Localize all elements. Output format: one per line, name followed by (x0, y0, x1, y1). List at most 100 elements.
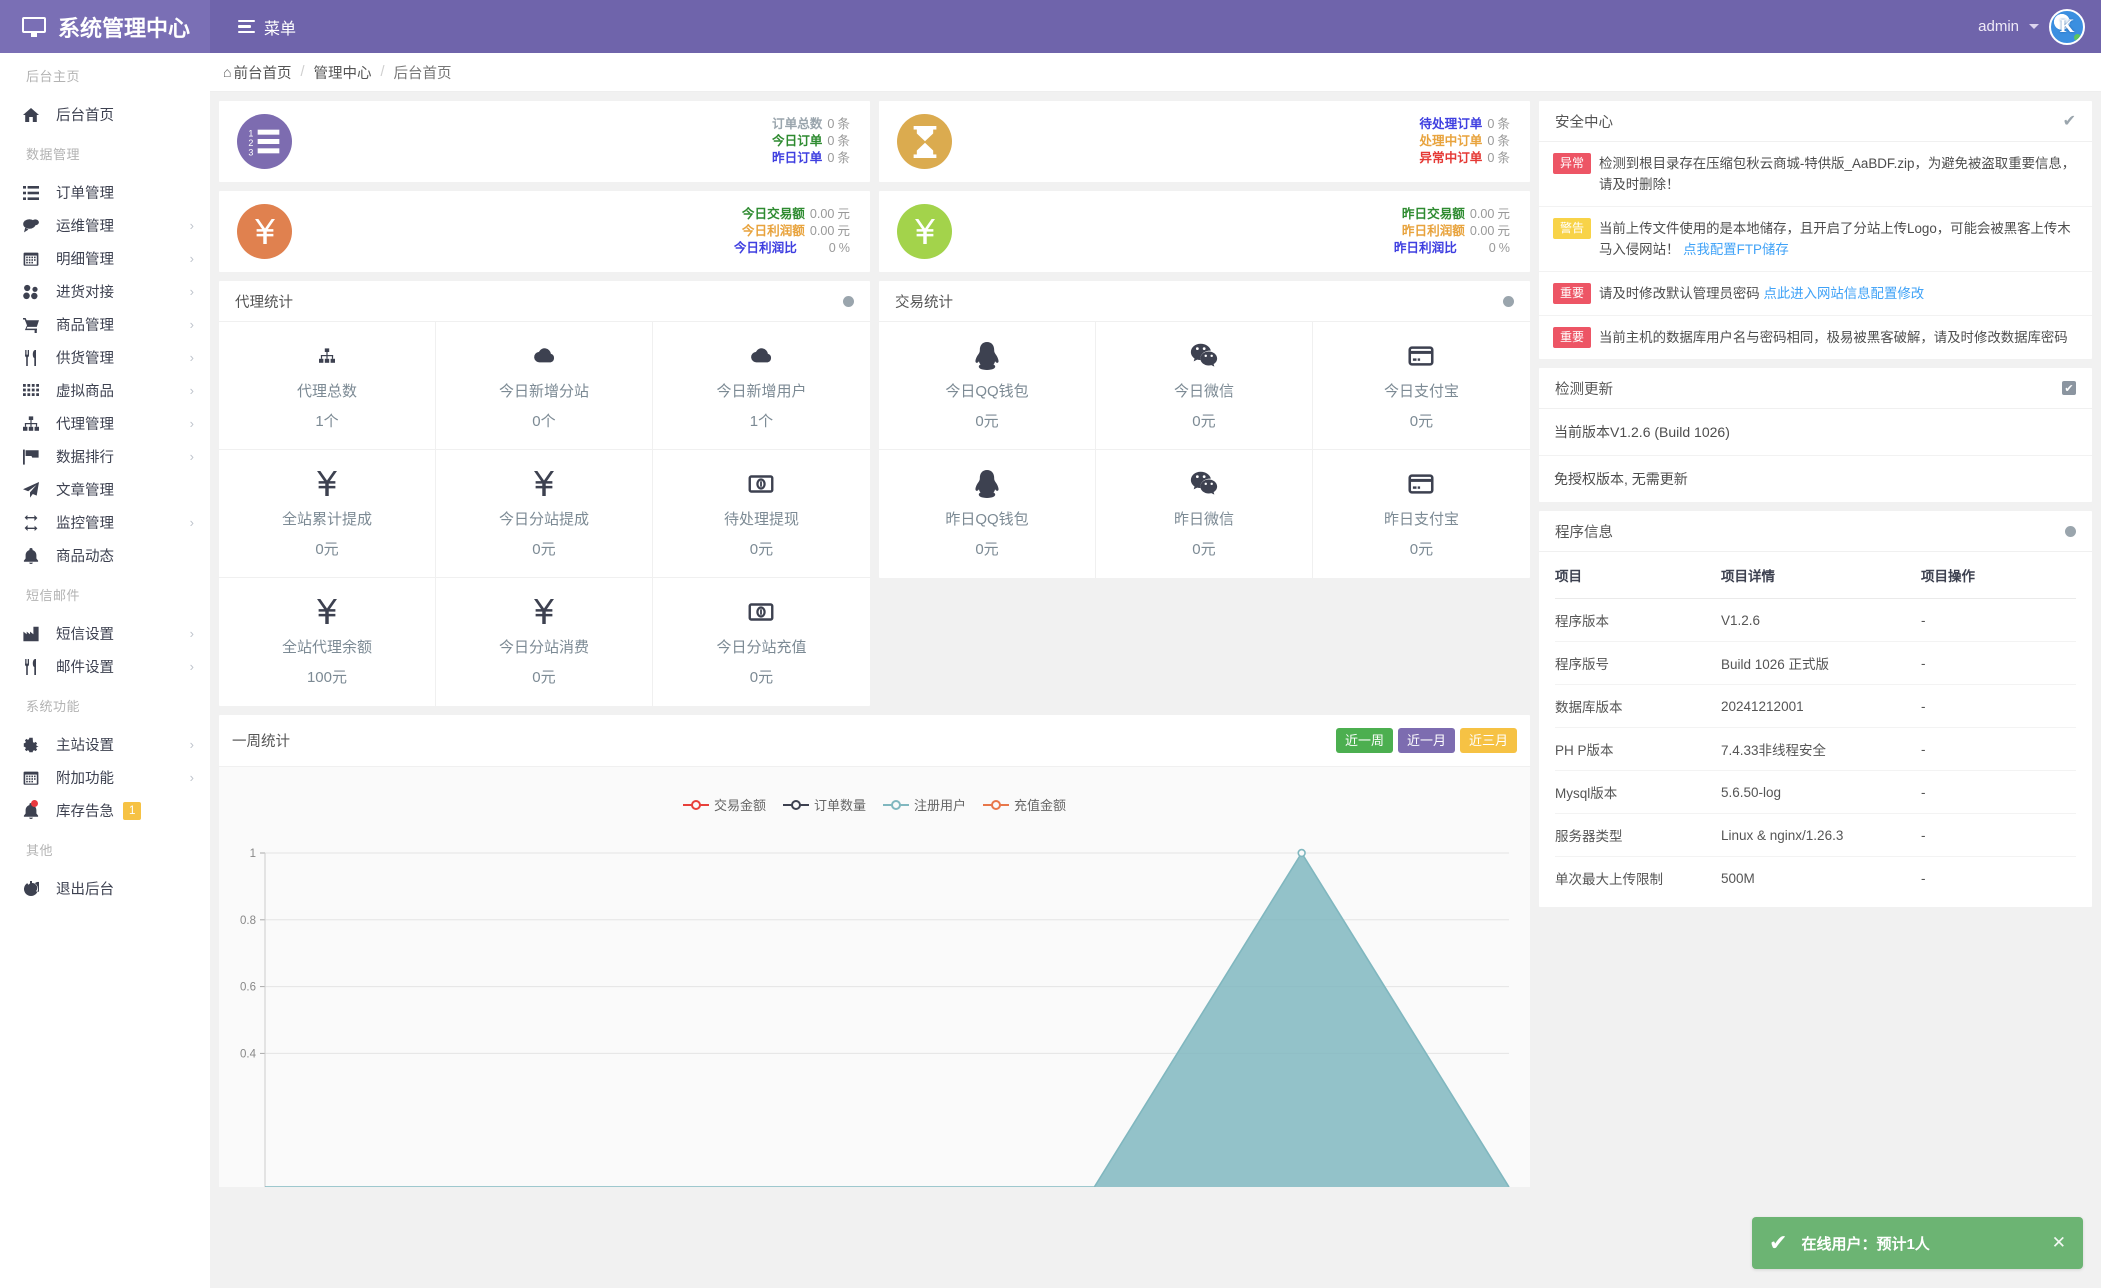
cart-icon (20, 317, 42, 333)
tile-label: 今日QQ钱包 (945, 382, 1029, 400)
sidebar-item-库存告急[interactable]: 库存告急 1 (0, 794, 210, 827)
right-column: 安全中心 ✔ 异常 检测到根目录存在压缩包秋云商城-特供版_AaBDF.zip，为… (1539, 101, 2092, 1196)
sidebar-group-title: 数据管理 (26, 147, 81, 162)
trade-panel-header: 交易统计 (879, 281, 1530, 322)
sidebar-item-进货对接[interactable]: 进货对接 › (0, 275, 210, 308)
tile-label: 昨日微信 (1173, 511, 1234, 528)
sidebar-item-附加功能[interactable]: 附加功能 › (0, 761, 210, 794)
table-cell: 20241212001 (1721, 684, 1921, 728)
tile-value: 0元 (1192, 541, 1216, 558)
table-cell: - (1921, 641, 2076, 685)
calendar-icon (20, 251, 42, 267)
range-button-近三月[interactable]: 近三月 (1459, 728, 1517, 753)
sidebar-item-label: 退出后台 (56, 882, 114, 898)
sidebar-item-label: 库存告急 (56, 804, 114, 820)
stat-line-value: 0 (1487, 151, 1495, 165)
stat-tile: 昨日微信 0元 (1096, 450, 1313, 578)
range-button-近一周[interactable]: 近一周 (1335, 728, 1393, 753)
sidebar-item-虚拟商品[interactable]: 虚拟商品 › (0, 374, 210, 407)
check-box-icon[interactable]: ✔ (2062, 381, 2076, 395)
close-icon[interactable]: ✕ (2051, 1233, 2066, 1252)
stat-card: 1 2 3 订单总数 0 条今日订单 0 条昨日订单 0 条 (219, 101, 870, 182)
table-header-cell: 项目操作 (1921, 552, 2076, 599)
sidebar-item-明细管理[interactable]: 明细管理 › (0, 242, 210, 275)
breadcrumb-separator: / (380, 64, 385, 80)
sidebar-item-邮件设置[interactable]: 邮件设置 › (0, 650, 210, 683)
svg-text:0.4: 0.4 (240, 1048, 257, 1060)
chevron-right-icon: › (189, 659, 194, 674)
security-item-link[interactable]: 点我配置FTP储存 (1683, 242, 1789, 257)
collapse-dot-icon[interactable] (2065, 525, 2076, 537)
stat-line-unit: 条 (1497, 117, 1510, 131)
sidebar-item-文章管理[interactable]: 文章管理 (0, 473, 210, 506)
sidebar-item-代理管理[interactable]: 代理管理 › (0, 407, 210, 440)
table-cell: 数据库版本 (1555, 684, 1721, 728)
chevron-right-icon: › (189, 350, 194, 365)
card-icon (1407, 341, 1435, 371)
sidebar-item-后台首页[interactable]: 后台首页 (0, 98, 210, 131)
tile-value: 0个 (532, 412, 556, 430)
svg-text:0.8: 0.8 (240, 915, 256, 927)
status-badge: 重要 (1553, 327, 1592, 348)
legend-item-充值金额[interactable]: 充值金额 (983, 795, 1066, 814)
chevron-right-icon: › (189, 515, 194, 530)
sidebar-item-label: 虚拟商品 (56, 384, 114, 400)
tile-label: 今日新增分站 (498, 382, 589, 400)
list-icon (20, 185, 42, 201)
sidebar-item-label: 订单管理 (56, 186, 114, 202)
avatar[interactable] (2049, 8, 2085, 45)
update-panel-title: 检测更新 (1555, 381, 1613, 398)
sidebar-item-退出后台[interactable]: 退出后台 (0, 872, 210, 905)
table-header-row: 项目 项目详情 项目操作 (1555, 552, 2076, 599)
check-icon[interactable]: ✔ (2062, 113, 2076, 130)
user-name: admin (1978, 18, 2019, 35)
sidebar-item-监控管理[interactable]: 监控管理 › (0, 506, 210, 539)
sidebar-item-数据排行[interactable]: 数据排行 › (0, 440, 210, 473)
update-row: 当前版本V1.2.6 (Build 1026) (1539, 409, 2092, 456)
program-info-header: 程序信息 (1539, 511, 2092, 552)
stat-line: 今日利润比 0% (734, 240, 850, 257)
sidebar-item-商品动态[interactable]: 商品动态 (0, 539, 210, 572)
tile-label: 今日分站充值 (716, 639, 807, 656)
home-icon (20, 107, 42, 123)
toast-message: 在线用户：预计1人 (1801, 1235, 1930, 1253)
stat-line-key: 昨日交易额 (1401, 207, 1465, 221)
cubes-icon (20, 284, 42, 300)
sidebar-item-label: 代理管理 (56, 417, 114, 433)
user-menu[interactable]: admin (1978, 8, 2101, 45)
sidebar[interactable]: 后台主页 后台首页 数据管理 订单管理 运维管理 › 明细管理 › 进货对接 › 商品管理 › 供货管理… (0, 53, 210, 1288)
sidebar-item-运维管理[interactable]: 运维管理 › (0, 209, 210, 242)
table-row: 单次最大上传限制 500M - (1555, 857, 2076, 900)
sidebar-item-订单管理[interactable]: 订单管理 (0, 176, 210, 209)
table-cell: - (1921, 870, 1926, 886)
menu-toggle-button[interactable]: 菜单 (238, 15, 296, 39)
range-button-近一月[interactable]: 近一月 (1397, 728, 1455, 753)
collapse-dot-icon[interactable] (843, 295, 854, 307)
cloud-icon (746, 341, 776, 371)
breadcrumb-current: 后台首页 (393, 65, 452, 82)
legend-item-交易金额[interactable]: 交易金额 (682, 795, 766, 814)
power-icon (20, 880, 42, 897)
legend-item-注册用户[interactable]: 注册用户 (883, 795, 966, 814)
sidebar-item-label: 商品动态 (56, 549, 114, 565)
sidebar-item-主站设置[interactable]: 主站设置 › (0, 728, 210, 761)
stat-line-key: 处理中订单 (1419, 134, 1483, 148)
legend-item-订单数量[interactable]: 订单数量 (782, 795, 866, 814)
stat-line-key: 今日交易额 (741, 207, 805, 221)
breadcrumb-home[interactable]: 前台首页 (233, 65, 292, 82)
security-item-link[interactable]: 点此进入网站信息配置修改 (1763, 286, 1925, 301)
brand-logo[interactable]: 系统管理中心 (0, 0, 210, 53)
wechat-icon (1190, 341, 1218, 371)
grid-icon (20, 383, 42, 399)
breadcrumb-middle[interactable]: 管理中心 (313, 65, 372, 82)
sidebar-item-短信设置[interactable]: 短信设置 › (0, 617, 210, 650)
sidebar-item-供货管理[interactable]: 供货管理 › (0, 341, 210, 374)
sidebar-item-商品管理[interactable]: 商品管理 › (0, 308, 210, 341)
hamburger-icon (238, 20, 255, 33)
stat-line-unit: 条 (1497, 134, 1510, 148)
agent-panel-header: 代理统计 (219, 281, 870, 322)
collapse-dot-icon[interactable] (1503, 295, 1514, 307)
tile-value: 0元 (1409, 412, 1434, 430)
update-panel-header: 检测更新 ✔ (1539, 368, 2092, 409)
stat-line-value: 0.00 (1469, 224, 1495, 238)
